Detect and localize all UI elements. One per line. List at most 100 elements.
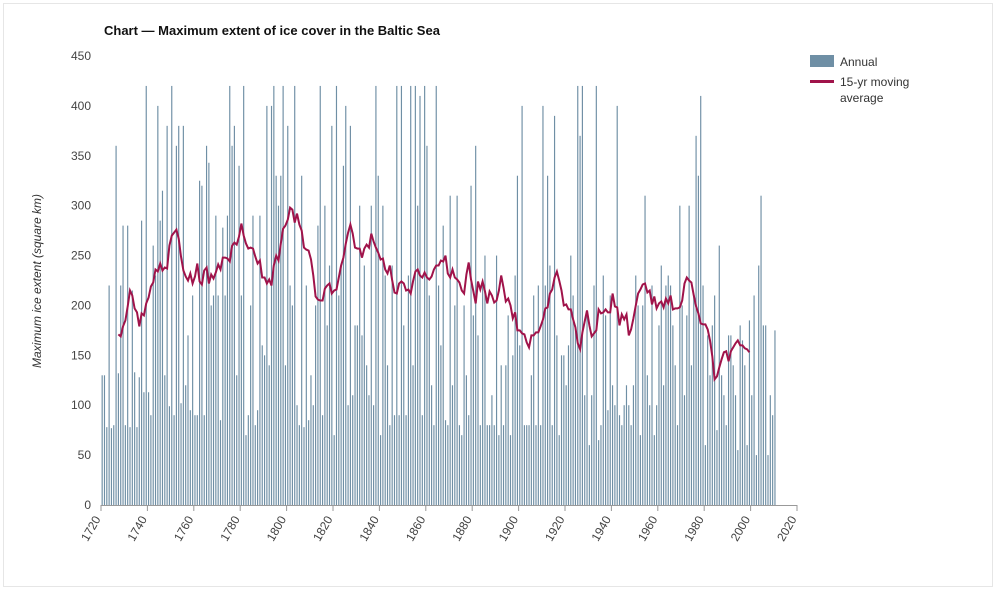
bar-1765 <box>205 145 208 506</box>
bar-1986 <box>718 245 720 505</box>
bar-1827 <box>349 125 351 505</box>
bar-1906 <box>533 295 535 505</box>
bar-1831 <box>359 205 361 506</box>
bar-1913 <box>549 265 551 505</box>
bar-1738 <box>143 392 145 505</box>
bar-1731 <box>127 225 129 505</box>
bar-1966 <box>672 325 674 505</box>
bar-1756 <box>185 385 187 505</box>
bar-1921 <box>567 345 570 505</box>
bar-1990 <box>727 335 730 505</box>
bar-1792 <box>268 365 270 505</box>
bar-1836 <box>370 205 372 506</box>
bar-1952 <box>639 435 641 505</box>
bar-1835 <box>368 395 370 505</box>
bar-2001 <box>753 295 755 505</box>
bar-1826 <box>347 405 349 505</box>
bar-1778 <box>236 375 238 505</box>
bar-1722 <box>106 427 108 505</box>
bar-1947 <box>628 405 630 505</box>
x-tick-label: 1780 <box>217 513 243 543</box>
bar-1903 <box>526 425 528 505</box>
bar-1900 <box>519 345 521 505</box>
bar-1801 <box>289 285 291 505</box>
bar-1786 <box>254 425 256 505</box>
bar-1886 <box>486 425 488 505</box>
bar-1945 <box>623 405 625 505</box>
y-tick-label: 0 <box>84 498 91 512</box>
bar-1954 <box>644 195 646 505</box>
legend-item-average[interactable]: 15-yr moving average <box>810 74 940 106</box>
bar-1787 <box>257 410 259 505</box>
bar-1726 <box>115 145 117 506</box>
bar-1804 <box>296 405 298 505</box>
bar-1892 <box>500 365 502 505</box>
bar-1931 <box>591 395 593 505</box>
bar-1845 <box>391 265 393 505</box>
bar-1742 <box>152 245 154 505</box>
y-tick-label: 100 <box>71 398 91 412</box>
bar-1856 <box>417 205 419 506</box>
bar-1929 <box>586 315 588 505</box>
bar-1771 <box>219 420 222 505</box>
bar-1884 <box>482 285 484 505</box>
bar-1755 <box>182 125 184 505</box>
bar-1941 <box>614 405 616 505</box>
x-tick-label: 1920 <box>542 513 568 543</box>
x-tick-label: 2000 <box>728 513 754 543</box>
bar-1959 <box>656 405 658 505</box>
bar-1795 <box>275 175 277 506</box>
bar-1757 <box>187 335 189 505</box>
bar-1753 <box>178 125 180 505</box>
bar-1839 <box>377 175 379 506</box>
y-tick-label: 350 <box>71 149 91 163</box>
bar-2000 <box>751 395 753 505</box>
bar-1752 <box>175 145 177 506</box>
bar-1768 <box>212 295 215 505</box>
bar-1721 <box>103 375 106 505</box>
bar-1942 <box>616 105 618 505</box>
bar-1932 <box>593 285 595 505</box>
bar-1734 <box>134 372 136 505</box>
bar-1816 <box>324 205 326 506</box>
bar-1723 <box>108 285 110 505</box>
bar-1860 <box>426 145 428 506</box>
bar-1819 <box>331 125 333 505</box>
bar-1724 <box>110 428 113 505</box>
y-tick-label: 450 <box>71 49 91 63</box>
bar-1976 <box>695 135 697 505</box>
bar-1823 <box>340 265 342 505</box>
bar-1917 <box>558 435 560 505</box>
bar-1832 <box>361 335 363 505</box>
bar-1915 <box>553 115 556 506</box>
bar-1796 <box>277 205 280 506</box>
bar-1898 <box>514 275 516 505</box>
x-tick-label: 2020 <box>774 513 800 543</box>
bar-1725 <box>113 425 115 505</box>
x-tick-label: 1800 <box>264 513 290 543</box>
bar-1733 <box>131 290 133 505</box>
bar-1807 <box>303 427 305 505</box>
x-tick-label: 1960 <box>635 513 661 543</box>
bar-1974 <box>690 365 693 505</box>
bar-1728 <box>120 285 122 505</box>
bar-1927 <box>581 85 583 506</box>
bar-1938 <box>607 410 609 505</box>
bar-1994 <box>737 450 739 505</box>
legend-item-annual[interactable]: Annual <box>810 54 940 70</box>
bar-1767 <box>210 305 212 505</box>
bar-1911 <box>544 285 546 505</box>
bar-1812 <box>315 305 317 505</box>
bar-1794 <box>273 85 275 506</box>
bar-2007 <box>767 455 769 505</box>
y-axis: 0 50 100 150 200 250 300 350 400 450 <box>71 49 91 512</box>
bar-1995 <box>739 325 741 505</box>
bar-1855 <box>414 85 416 506</box>
bar-1920 <box>565 385 567 505</box>
x-tick-label: 1840 <box>357 513 383 543</box>
bar-1951 <box>637 305 639 505</box>
bar-1912 <box>547 175 549 506</box>
bar-1949 <box>632 385 635 505</box>
bar-1950 <box>635 275 637 505</box>
bar-1749 <box>168 406 171 505</box>
